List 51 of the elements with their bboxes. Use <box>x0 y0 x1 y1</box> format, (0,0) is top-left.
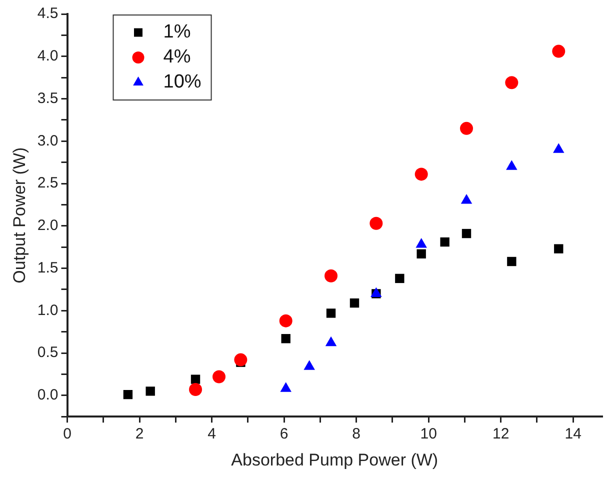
point <box>552 44 566 58</box>
point <box>462 228 472 238</box>
x-tick-label: 2 <box>135 426 144 443</box>
y-tick-label: 1.0 <box>37 302 58 319</box>
point <box>325 336 337 346</box>
point <box>146 386 155 396</box>
point <box>416 238 427 248</box>
point <box>460 122 474 135</box>
x-tick-label: 4 <box>208 426 216 443</box>
y-tick-label: 4.0 <box>37 48 58 65</box>
point <box>324 269 338 282</box>
x-tick-label: 8 <box>352 426 360 443</box>
point <box>212 370 226 384</box>
text: 0.0 <box>37 386 58 404</box>
y-axis-title: Output Power (W) <box>10 147 29 284</box>
y-tick-label: 4.5 <box>37 5 58 22</box>
x-tick-label: 12 <box>492 426 510 443</box>
point <box>279 314 292 328</box>
y-tick-label: 2.0 <box>37 217 58 234</box>
point <box>553 143 564 153</box>
point <box>505 76 518 90</box>
point <box>190 374 200 384</box>
point <box>395 274 404 284</box>
legend-label: 1% <box>163 22 191 43</box>
point <box>189 382 202 396</box>
y-tick-label: 1.5 <box>37 259 58 276</box>
y-tick-label: 3.5 <box>37 90 58 107</box>
point <box>554 244 564 254</box>
point <box>414 168 428 181</box>
legend-label: 4% <box>163 46 191 68</box>
x-tick-label: 14 <box>564 426 582 443</box>
y-tick-label: 2.5 <box>37 174 58 192</box>
y-tick-label: 3.0 <box>37 132 58 150</box>
x-axis-title: Absorbed Pump Power (W) <box>231 450 438 470</box>
point <box>507 256 516 266</box>
point <box>460 194 472 204</box>
y-tick-label: 0.5 <box>37 344 58 362</box>
x-tick-label: 6 <box>280 426 288 443</box>
legend-label: 10% <box>163 72 202 93</box>
point <box>326 308 336 318</box>
point <box>281 334 290 344</box>
point <box>370 216 383 230</box>
point <box>416 249 426 258</box>
point <box>506 160 518 170</box>
point <box>280 382 292 392</box>
x-tick-label: 10 <box>420 426 437 443</box>
point <box>440 237 450 247</box>
point <box>304 360 315 370</box>
point <box>350 298 360 308</box>
point <box>123 390 133 400</box>
x-tick-label: 0 <box>63 426 72 443</box>
